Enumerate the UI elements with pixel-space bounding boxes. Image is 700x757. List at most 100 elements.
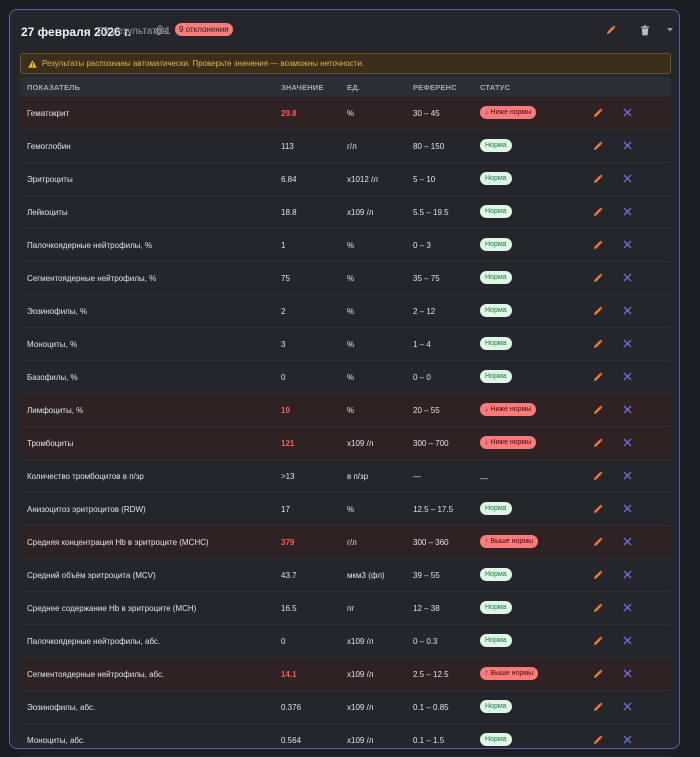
delete-row-button[interactable] bbox=[623, 273, 633, 283]
delete-row-button[interactable] bbox=[623, 306, 633, 316]
delete-row-button[interactable] bbox=[623, 735, 633, 745]
indicator-reference: 80 – 150 bbox=[413, 142, 445, 151]
indicator-reference: 0.1 – 1.5 bbox=[413, 736, 445, 745]
pencil-icon bbox=[594, 570, 603, 579]
indicator-name: Эритроциты bbox=[27, 175, 73, 184]
edit-row-button[interactable] bbox=[593, 471, 603, 481]
close-icon bbox=[623, 306, 632, 315]
col-header-unit: ЕД. bbox=[347, 83, 361, 92]
delete-row-button[interactable] bbox=[623, 405, 633, 415]
delete-row-button[interactable] bbox=[623, 372, 633, 382]
delete-row-button[interactable] bbox=[623, 108, 633, 118]
table-row: Гемоглобин 113 г/л 80 – 150 Норма bbox=[20, 130, 671, 163]
delete-row-button[interactable] bbox=[623, 570, 633, 580]
table-row: Лимфоциты, % 19% 20 – 55 ↓ Ниже нормы bbox=[20, 394, 671, 427]
pencil-icon bbox=[594, 207, 603, 216]
edit-row-button[interactable] bbox=[593, 141, 603, 151]
indicator-name: Эозинофилы, % bbox=[27, 307, 88, 316]
delete-row-button[interactable] bbox=[623, 141, 633, 151]
indicator-unit: % bbox=[347, 274, 355, 283]
indicator-unit: x109 /л bbox=[347, 670, 374, 679]
status-badge: Норма bbox=[480, 337, 512, 350]
delete-row-button[interactable] bbox=[623, 240, 633, 250]
table-header: ПОКАЗАТЕЛЬ ЗНАЧЕНИЕ ЕД. РЕФЕРЕНС СТАТУС bbox=[20, 77, 671, 97]
pencil-icon bbox=[594, 438, 603, 447]
indicator-name: Гематокрит bbox=[27, 109, 70, 118]
pencil-icon bbox=[594, 504, 603, 513]
edit-row-button[interactable] bbox=[593, 603, 603, 613]
pencil-icon bbox=[594, 108, 603, 117]
edit-row-button[interactable] bbox=[593, 504, 603, 514]
delete-row-button[interactable] bbox=[623, 636, 633, 646]
indicator-name: Базофилы, % bbox=[27, 373, 78, 382]
delete-row-button[interactable] bbox=[623, 537, 633, 547]
paperclip-icon bbox=[155, 25, 163, 38]
edit-row-button[interactable] bbox=[593, 438, 603, 448]
pencil-icon bbox=[594, 537, 603, 546]
edit-row-button[interactable] bbox=[593, 405, 603, 415]
status-badge: Норма bbox=[480, 172, 512, 185]
indicator-unit: пг bbox=[347, 604, 355, 613]
indicator-unit: % bbox=[347, 406, 355, 415]
table-row: Среднее содержание Hb в эритроците (MCH)… bbox=[20, 592, 671, 625]
edit-row-button[interactable] bbox=[593, 339, 603, 349]
delete-row-button[interactable] bbox=[623, 438, 633, 448]
delete-result-button[interactable] bbox=[637, 22, 653, 38]
indicator-reference: 35 – 75 bbox=[413, 274, 440, 283]
result-count: 39 результатов bbox=[98, 26, 168, 37]
table-row: Эозинофилы, абс. 0.376 x109 /л 0.1 – 0.85 Но… bbox=[20, 691, 671, 724]
indicator-name: Количество тромбоцитов в п/зр bbox=[27, 472, 144, 481]
warning-icon bbox=[28, 59, 37, 68]
chevron-down-icon bbox=[667, 28, 673, 32]
edit-row-button[interactable] bbox=[593, 273, 603, 283]
close-icon bbox=[623, 141, 632, 150]
pencil-icon bbox=[607, 25, 616, 34]
pencil-icon bbox=[594, 603, 603, 612]
indicator-unit: г/л bbox=[347, 142, 357, 151]
delete-row-button[interactable] bbox=[623, 603, 633, 613]
indicator-value: 43.7 bbox=[281, 571, 297, 580]
pencil-icon bbox=[594, 471, 603, 480]
edit-row-button[interactable] bbox=[593, 108, 603, 118]
close-icon bbox=[623, 603, 632, 612]
edit-row-button[interactable] bbox=[593, 306, 603, 316]
indicator-reference: 0 – 3 bbox=[413, 241, 431, 250]
delete-row-button[interactable] bbox=[623, 504, 633, 514]
indicator-value: 14.1 bbox=[281, 670, 297, 679]
pencil-icon bbox=[594, 735, 603, 744]
status-badge: Норма bbox=[480, 304, 512, 317]
indicator-unit: x109 /л bbox=[347, 637, 374, 646]
edit-row-button[interactable] bbox=[593, 570, 603, 580]
table-row: Базофилы, % 0% 0 – 0 Норма bbox=[20, 361, 671, 394]
indicator-value: 113 bbox=[281, 142, 294, 151]
edit-row-button[interactable] bbox=[593, 174, 603, 184]
close-icon bbox=[623, 174, 632, 183]
results-card: 27 февраля 2026 г. 39 результатов 1 9 от… bbox=[9, 9, 680, 757]
close-icon bbox=[623, 504, 632, 513]
edit-row-button[interactable] bbox=[593, 240, 603, 250]
edit-row-button[interactable] bbox=[593, 735, 603, 745]
delete-row-button[interactable] bbox=[623, 471, 633, 481]
edit-row-button[interactable] bbox=[593, 372, 603, 382]
edit-row-button[interactable] bbox=[593, 207, 603, 217]
delete-row-button[interactable] bbox=[623, 207, 633, 217]
delete-row-button[interactable] bbox=[623, 702, 633, 712]
indicator-value: 75 bbox=[281, 274, 290, 283]
indicator-value: 0.376 bbox=[281, 703, 302, 712]
indicator-name: Палочкоядерные нейтрофилы, % bbox=[27, 241, 153, 250]
edit-row-button[interactable] bbox=[593, 636, 603, 646]
indicator-reference: 2 – 12 bbox=[413, 307, 436, 316]
collapse-button[interactable] bbox=[662, 22, 678, 38]
delete-row-button[interactable] bbox=[623, 339, 633, 349]
indicator-value: 121 bbox=[281, 439, 295, 448]
edit-row-button[interactable] bbox=[593, 537, 603, 547]
edit-result-button[interactable] bbox=[603, 22, 619, 38]
indicator-reference: 12 – 38 bbox=[413, 604, 440, 613]
delete-row-button[interactable] bbox=[623, 174, 633, 184]
edit-row-button[interactable] bbox=[593, 702, 603, 712]
close-icon bbox=[623, 702, 632, 711]
edit-row-button[interactable] bbox=[593, 669, 603, 679]
table-row: Средняя концентрация Hb в эритроците (MC… bbox=[20, 526, 671, 559]
indicator-value: 6.84 bbox=[281, 175, 297, 184]
delete-row-button[interactable] bbox=[623, 669, 633, 679]
